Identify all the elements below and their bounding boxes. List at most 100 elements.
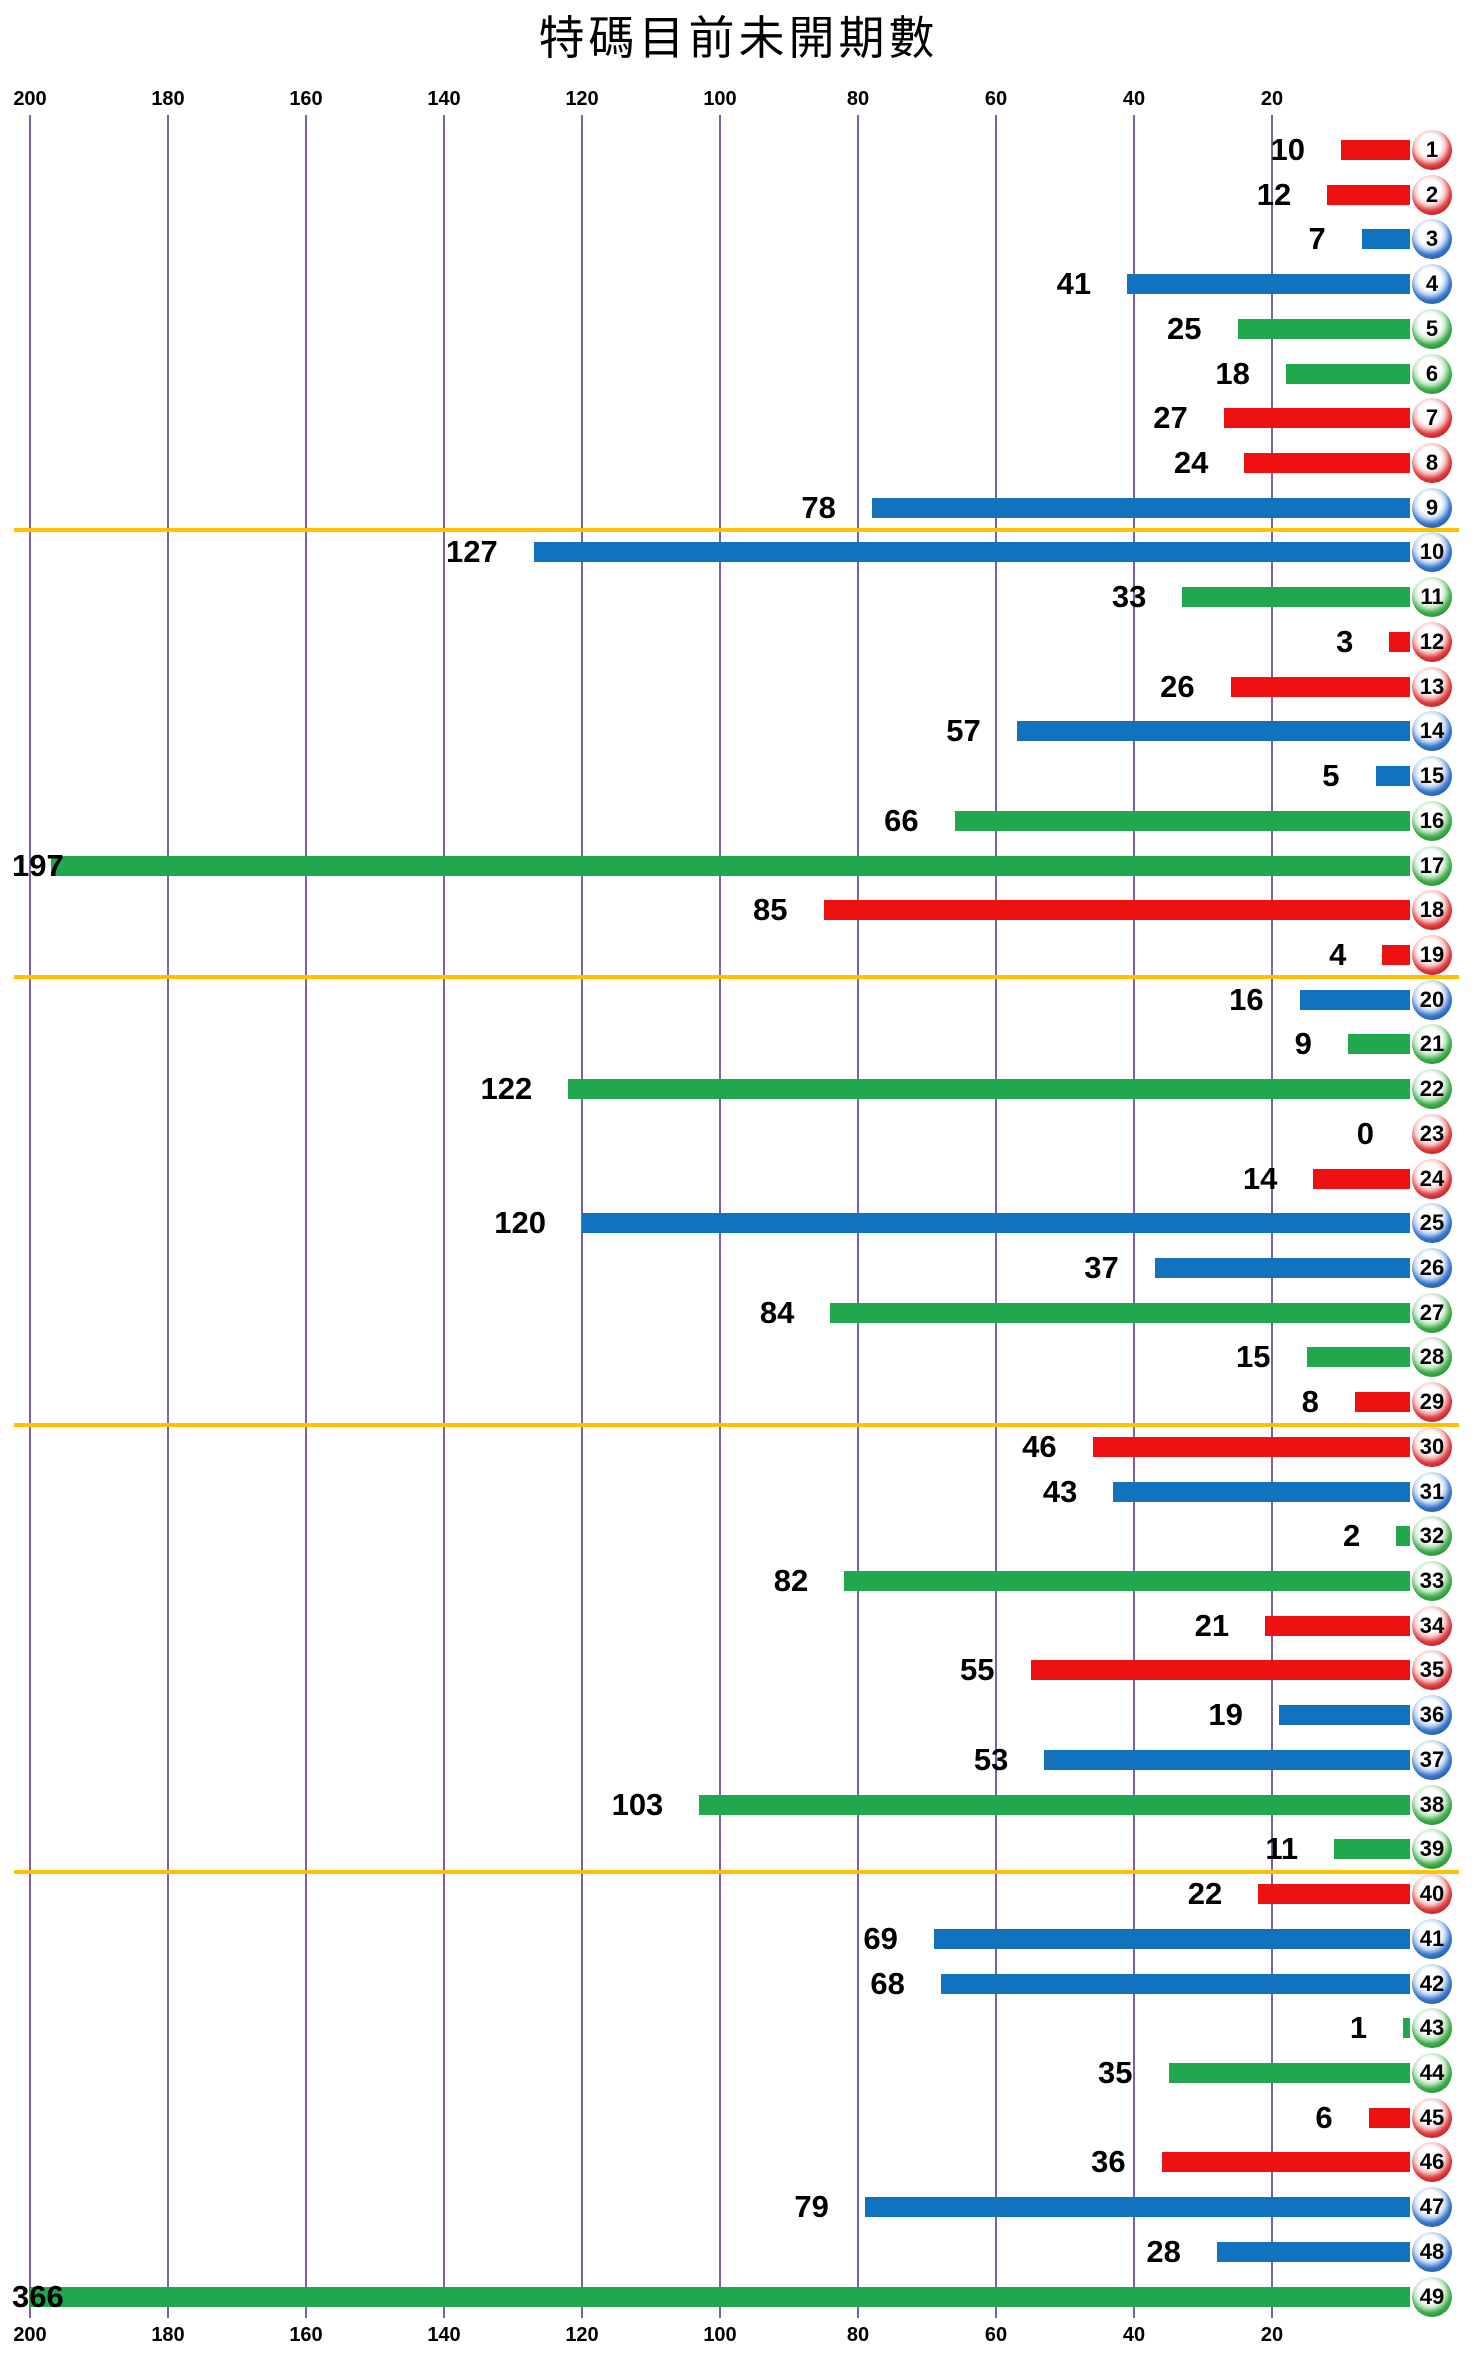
- bar: [1244, 453, 1410, 474]
- value-label: 6: [1315, 2099, 1333, 2135]
- value-label: 120: [494, 1205, 546, 1241]
- value-label: 24: [1173, 445, 1209, 481]
- value-label: 41: [1056, 266, 1092, 302]
- gridline: [167, 115, 169, 2318]
- value-label: 15: [1236, 1339, 1271, 1375]
- bar: [568, 1079, 1410, 1100]
- ball-number-icon: 36: [1412, 1695, 1452, 1736]
- bar: [1361, 229, 1410, 250]
- bar: [50, 855, 1410, 876]
- value-label: 28: [1146, 2233, 1181, 2269]
- ball-number-icon: 48: [1412, 2231, 1452, 2272]
- bar: [1299, 989, 1410, 1010]
- value-label: 22: [1187, 1876, 1223, 1912]
- ball-number-icon: 33: [1412, 1561, 1452, 1602]
- value-label: 5: [1322, 758, 1340, 794]
- bar: [1092, 1436, 1410, 1457]
- value-label: 7: [1308, 221, 1326, 257]
- axis-tick-label-top: 180: [151, 88, 185, 110]
- value-label: 35: [1098, 2054, 1133, 2090]
- value-label: 12: [1256, 176, 1292, 212]
- group-separator-line: [14, 528, 1459, 533]
- bar: [1154, 1258, 1410, 1278]
- bar: [954, 810, 1410, 831]
- bar: [1230, 676, 1410, 697]
- ball-number-icon: 20: [1412, 979, 1452, 1020]
- value-label: 33: [1111, 579, 1147, 615]
- axis-tick-label-bottom: 60: [984, 2324, 1008, 2346]
- bar: [1216, 2241, 1410, 2262]
- ball-number-icon: 43: [1412, 2008, 1452, 2049]
- value-label: 43: [1042, 1473, 1078, 1509]
- ball-number-icon: 32: [1412, 1516, 1452, 1557]
- value-label: 3: [1336, 623, 1354, 659]
- group-separator-line: [14, 1422, 1459, 1427]
- bar: [1030, 1660, 1410, 1681]
- ball-number-icon: 28: [1412, 1337, 1452, 1378]
- axis-tick-label-top: 160: [289, 88, 323, 110]
- ball-number-icon: 41: [1412, 1918, 1452, 1959]
- ball-number-icon: 12: [1412, 621, 1452, 662]
- bar: [1389, 631, 1410, 652]
- value-label: 53: [973, 1741, 1009, 1777]
- axis-tick-label-bottom: 100: [703, 2324, 737, 2346]
- value-label: 21: [1194, 1607, 1230, 1643]
- bar: [823, 900, 1410, 921]
- bar: [1127, 274, 1410, 295]
- ball-number-icon: 4: [1412, 264, 1452, 305]
- ball-number-icon: 22: [1412, 1069, 1452, 1110]
- axis-tick-label-top: 100: [703, 88, 737, 110]
- value-label: 8: [1301, 1384, 1319, 1420]
- bar: [864, 2197, 1410, 2218]
- value-label: 37: [1084, 1250, 1119, 1285]
- value-label: 11: [1265, 1831, 1299, 1867]
- axis-tick-label-bottom: 40: [1122, 2324, 1146, 2346]
- ball-number-icon: 3: [1412, 219, 1452, 260]
- axis-tick-label-top: 40: [1122, 88, 1146, 110]
- bar: [533, 542, 1410, 563]
- bar: [1396, 1526, 1410, 1547]
- gridline: [305, 115, 307, 2318]
- value-label: 19: [1208, 1697, 1243, 1733]
- bar: [1258, 1884, 1410, 1905]
- ball-number-icon: 2: [1412, 174, 1452, 215]
- value-label: 16: [1229, 981, 1264, 1017]
- axis-tick-label-bottom: 200: [13, 2324, 47, 2346]
- bar: [1265, 1615, 1410, 1636]
- ball-number-icon: 19: [1412, 934, 1452, 975]
- ball-number-icon: 13: [1412, 666, 1452, 707]
- bar: [830, 1302, 1410, 1323]
- value-label: 2: [1342, 1518, 1361, 1554]
- bar: [1375, 766, 1410, 787]
- ball-number-icon: 6: [1412, 353, 1452, 394]
- value-label: 0: [1356, 1115, 1374, 1151]
- value-label: 197: [12, 847, 64, 883]
- bar: [1327, 184, 1410, 205]
- group-separator-line: [14, 1869, 1459, 1874]
- ball-number-icon: 35: [1412, 1650, 1452, 1691]
- value-label: 79: [794, 2189, 829, 2225]
- axis-tick-label-top: 200: [13, 88, 47, 110]
- gridline: [29, 115, 31, 2318]
- bar: [1237, 318, 1410, 339]
- ball-number-icon: 24: [1412, 1158, 1452, 1199]
- bar: [1161, 2152, 1410, 2173]
- axis-tick-label-bottom: 140: [427, 2324, 461, 2346]
- axis-tick-label-top: 120: [565, 88, 599, 110]
- ball-number-icon: 16: [1412, 800, 1452, 841]
- bar: [1347, 1034, 1410, 1055]
- ball-number-icon: 11: [1412, 577, 1452, 618]
- value-label: 127: [445, 534, 498, 570]
- bar: [1354, 1392, 1410, 1413]
- chart-title: 特碼目前未開期數: [538, 13, 939, 64]
- ball-number-icon: 17: [1412, 845, 1452, 886]
- axis-tick-label-bottom: 180: [151, 2324, 185, 2346]
- ball-number-icon: 38: [1412, 1784, 1452, 1825]
- ball-number-icon: 31: [1412, 1471, 1452, 1512]
- bar: [871, 497, 1410, 518]
- value-label: 122: [480, 1071, 533, 1107]
- bar: [699, 1794, 1410, 1815]
- ball-number-icon: 46: [1412, 2142, 1452, 2183]
- value-label: 18: [1215, 355, 1250, 391]
